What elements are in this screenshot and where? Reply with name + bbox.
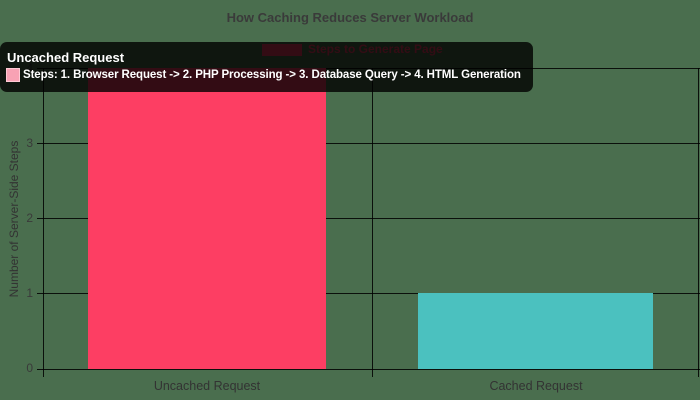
gridline-y2 bbox=[37, 218, 700, 219]
tooltip: Uncached Request Steps: 1. Browser Reque… bbox=[0, 42, 533, 92]
y-axis-title: Number of Server-Side Steps bbox=[7, 140, 21, 298]
tooltip-color-swatch bbox=[6, 68, 20, 82]
bar-cached-request[interactable] bbox=[418, 293, 653, 369]
gridline-y1 bbox=[37, 293, 700, 294]
y-axis-line bbox=[43, 68, 44, 377]
tooltip-title: Uncached Request bbox=[7, 50, 125, 65]
xlabel-uncached: Uncached Request bbox=[153, 379, 261, 393]
xlabel-cached: Cached Request bbox=[489, 379, 583, 393]
x-axis-line bbox=[37, 369, 700, 370]
ytick-1: 1 bbox=[26, 286, 33, 300]
bar-uncached-request[interactable] bbox=[88, 68, 326, 369]
gridline-x-mid bbox=[372, 68, 373, 377]
tooltip-body: Steps: 1. Browser Request -> 2. PHP Proc… bbox=[6, 68, 521, 82]
gridline-x-right bbox=[698, 68, 699, 377]
chart-title: How Caching Reduces Server Workload bbox=[226, 10, 474, 25]
tooltip-body-text: Steps: 1. Browser Request -> 2. PHP Proc… bbox=[23, 69, 521, 81]
gridline-y3 bbox=[37, 143, 700, 144]
ytick-0: 0 bbox=[26, 361, 33, 375]
ytick-3: 3 bbox=[26, 136, 33, 150]
ytick-2: 2 bbox=[26, 211, 33, 225]
